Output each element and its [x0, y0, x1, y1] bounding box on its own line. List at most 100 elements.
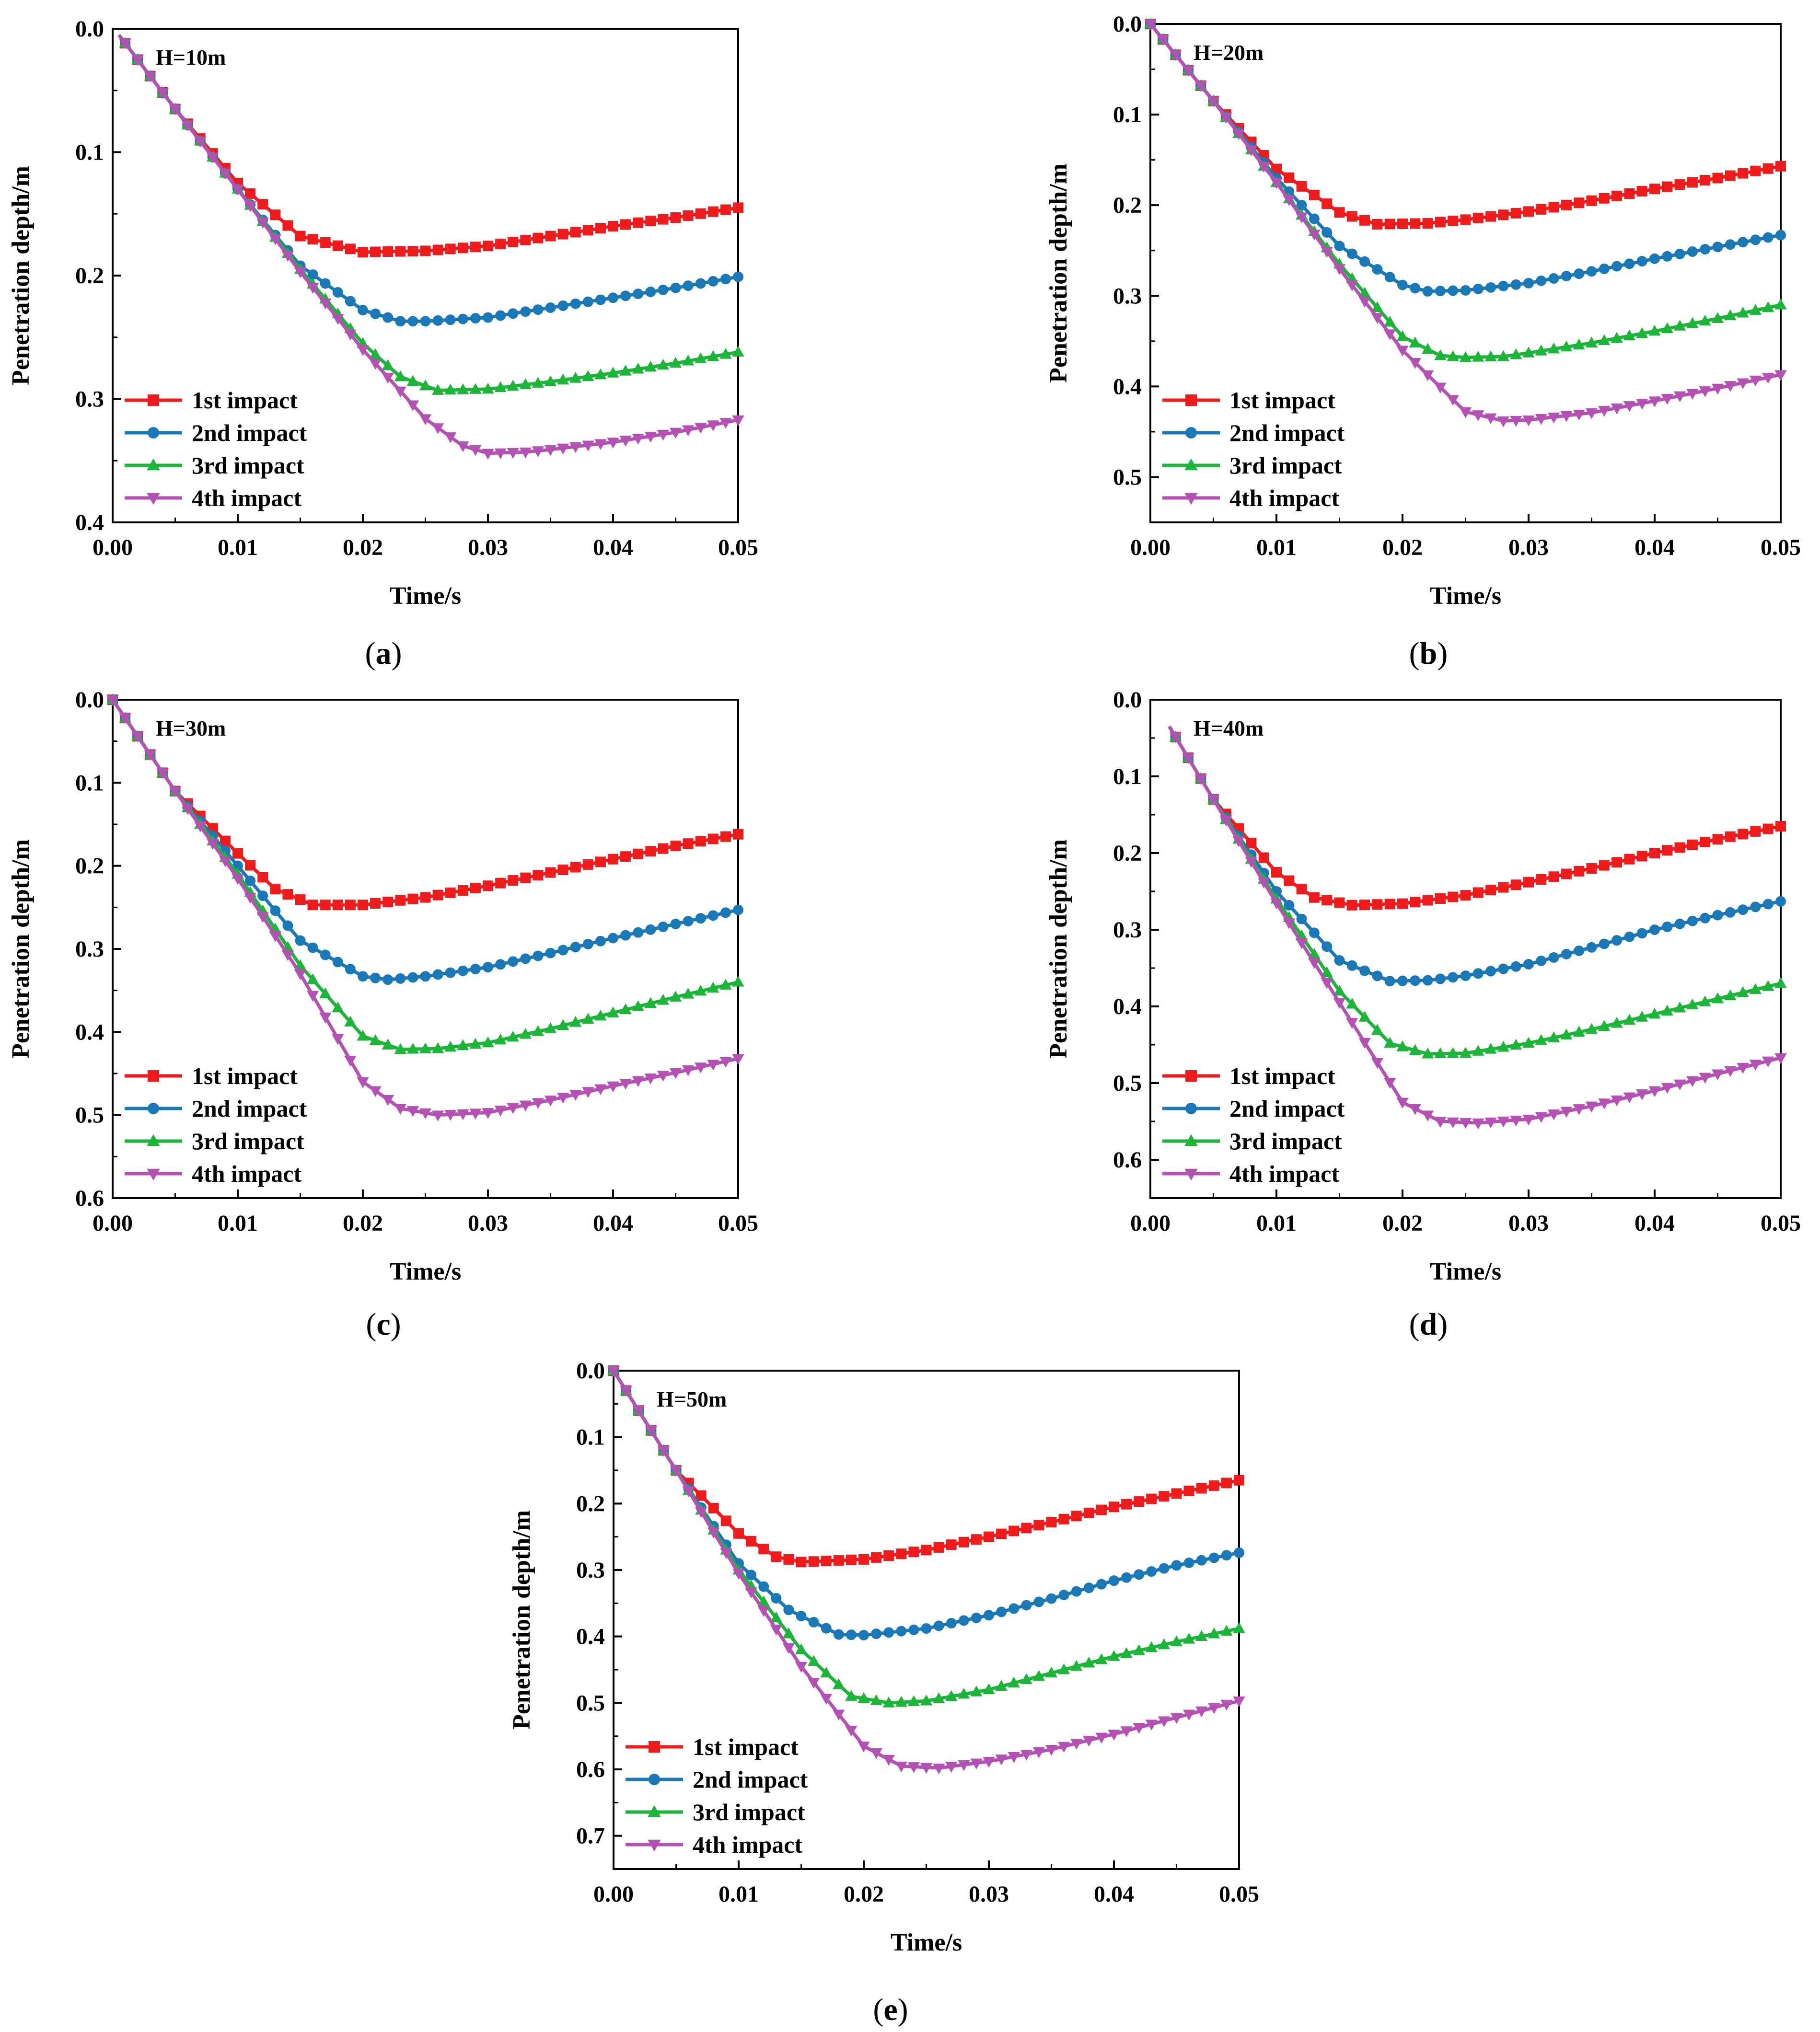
- y-tick-label: 0.4: [1113, 374, 1142, 399]
- data-point: [445, 314, 456, 325]
- data-point: [1750, 234, 1761, 245]
- data-point: [395, 973, 406, 984]
- data-point: [1699, 1073, 1711, 1084]
- data-point: [1737, 986, 1749, 997]
- data-point: [620, 1386, 632, 1397]
- legend-label: 1st impact: [693, 1733, 799, 1760]
- legend-label: 4th impact: [1229, 1160, 1340, 1187]
- y-tick-label: 0.1: [75, 770, 104, 796]
- x-tick-label: 0.02: [844, 1882, 884, 1907]
- series-4: [607, 1366, 1245, 1775]
- data-point: [1459, 351, 1472, 362]
- data-point: [119, 38, 131, 50]
- data-point: [1560, 1028, 1573, 1039]
- data-point: [1460, 970, 1471, 981]
- data-point: [845, 1725, 858, 1737]
- data-point: [1573, 409, 1585, 421]
- data-point: [1674, 179, 1685, 190]
- data-point: [1497, 350, 1510, 361]
- data-point: [1346, 248, 1357, 259]
- data-point: [1648, 324, 1661, 336]
- data-point: [1535, 414, 1547, 425]
- data-point: [1108, 1730, 1120, 1741]
- y-tick-label: 0.3: [1113, 917, 1142, 943]
- data-point: [608, 221, 618, 231]
- y-tick-label: 0.3: [75, 936, 104, 962]
- data-point: [533, 950, 544, 961]
- series-4: [106, 695, 744, 1121]
- data-point: [294, 267, 307, 278]
- data-point: [658, 284, 669, 295]
- data-point: [1109, 1575, 1119, 1586]
- panel-label: (c): [366, 1307, 401, 1342]
- data-point: [1346, 280, 1358, 291]
- data-point: [332, 900, 343, 911]
- data-point: [457, 441, 469, 452]
- x-tick-label: 0.04: [1635, 1211, 1675, 1236]
- data-point: [1611, 190, 1623, 201]
- data-point: [508, 236, 519, 247]
- x-tick-label: 0.05: [1761, 1211, 1801, 1236]
- x-tick-label: 0.05: [718, 1211, 758, 1236]
- data-point: [507, 1030, 519, 1042]
- legend-entry: 3rd impact: [626, 1799, 805, 1825]
- data-point: [1737, 378, 1749, 389]
- data-point: [1422, 895, 1433, 906]
- data-point: [245, 875, 256, 886]
- y-axis-title: Penetration depth/m: [1045, 163, 1072, 383]
- y-axis-title: Penetration depth/m: [7, 839, 35, 1059]
- data-point: [1611, 332, 1623, 343]
- y-tick-label: 0.2: [75, 854, 104, 879]
- data-point: [1724, 381, 1737, 392]
- data-point: [984, 1610, 994, 1621]
- data-point: [1686, 389, 1699, 400]
- data-point: [232, 874, 244, 885]
- data-point: [1738, 168, 1749, 179]
- data-point: [1296, 884, 1307, 895]
- data-point: [457, 383, 469, 394]
- x-tick-label: 0.03: [468, 535, 508, 560]
- data-point: [544, 1096, 557, 1107]
- legend-marker: [1184, 493, 1198, 505]
- data-point: [1738, 237, 1749, 248]
- data-point: [607, 1006, 619, 1017]
- data-point: [495, 877, 506, 889]
- height-annotation: H=20m: [1194, 40, 1264, 65]
- x-tick-label: 0.05: [1761, 535, 1801, 560]
- data-point: [1321, 966, 1333, 977]
- data-point: [1058, 1513, 1069, 1524]
- data-point: [970, 1758, 983, 1770]
- data-point: [1725, 831, 1736, 842]
- data-point: [1145, 1720, 1158, 1731]
- data-point: [683, 280, 694, 291]
- data-point: [432, 969, 443, 980]
- data-point: [556, 373, 569, 385]
- data-point: [556, 1019, 569, 1030]
- data-point: [1599, 193, 1610, 204]
- data-point: [808, 1616, 819, 1628]
- legend-label: 3rd impact: [1229, 452, 1342, 479]
- data-point: [1535, 345, 1547, 356]
- data-point: [420, 245, 431, 256]
- data-point: [420, 892, 431, 903]
- series-2: [117, 34, 743, 327]
- data-point: [1510, 961, 1521, 972]
- data-point: [1574, 268, 1585, 279]
- legend-marker: [148, 394, 159, 406]
- data-point: [1686, 1076, 1699, 1087]
- data-point: [445, 887, 456, 898]
- data-point: [719, 418, 732, 429]
- data-point: [1724, 1066, 1737, 1077]
- series-3: [117, 34, 744, 395]
- data-point: [1121, 1572, 1132, 1583]
- data-point: [358, 900, 368, 911]
- data-point: [746, 1536, 757, 1547]
- data-point: [1649, 184, 1660, 195]
- data-point: [1109, 1501, 1119, 1512]
- x-tick-label: 0.02: [343, 1211, 383, 1236]
- data-point: [1372, 264, 1383, 275]
- data-point: [620, 290, 631, 301]
- data-point: [1522, 415, 1535, 427]
- data-point: [395, 316, 406, 327]
- data-point: [1712, 242, 1723, 253]
